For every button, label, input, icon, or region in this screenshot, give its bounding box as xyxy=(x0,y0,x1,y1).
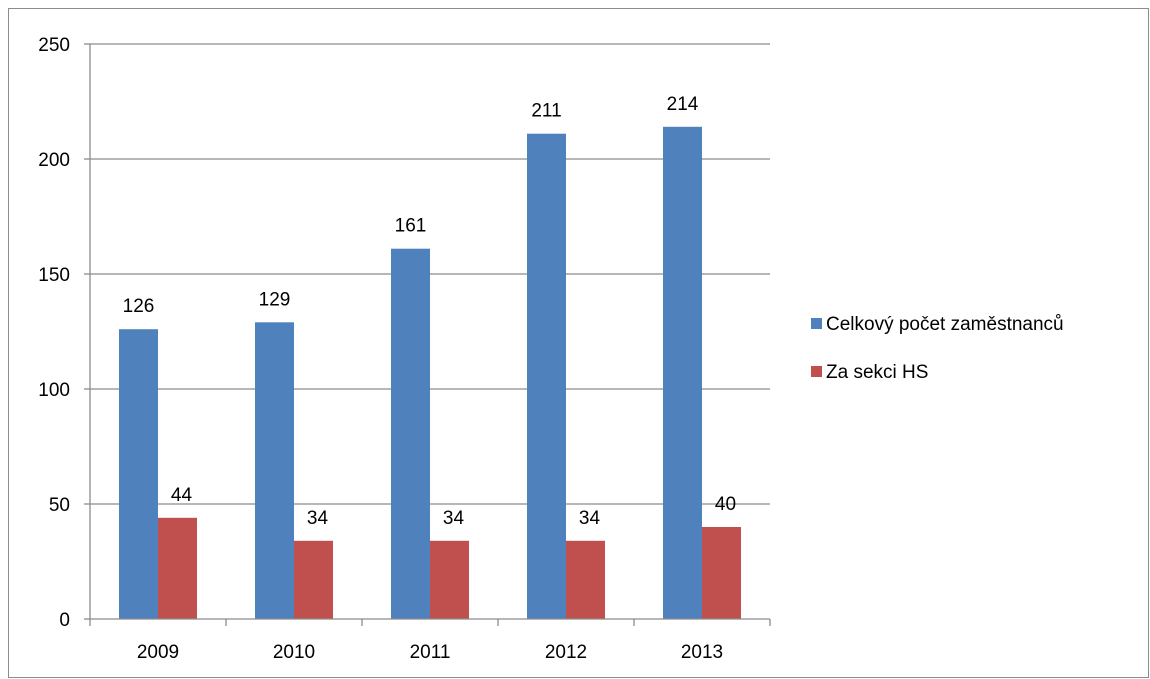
legend-label-0: Celkový počet zaměstnanců xyxy=(826,314,1064,335)
data-label-hs-2011: 34 xyxy=(443,508,465,529)
y-tick-label-250: 250 xyxy=(38,35,70,56)
data-label-total-2009: 126 xyxy=(123,296,155,317)
legend: Celkový počet zaměstnanců Za sekci HS xyxy=(811,314,1064,383)
y-tick-label-100: 100 xyxy=(38,380,70,401)
x-tick-label-2009: 2009 xyxy=(137,642,179,663)
x-tick-label-2012: 2012 xyxy=(545,642,587,663)
data-label-hs-2009: 44 xyxy=(171,485,193,506)
x-tick-label-2011: 2011 xyxy=(410,642,451,663)
y-tick-label-0: 0 xyxy=(59,610,70,631)
bar-hs-2010 xyxy=(294,540,333,619)
data-label-total-2010: 129 xyxy=(259,289,291,310)
bar-total-2009 xyxy=(119,329,158,619)
y-tick-label-200: 200 xyxy=(38,150,70,171)
bar-hs-2009 xyxy=(158,517,197,619)
legend-swatch-0 xyxy=(811,318,822,329)
x-tick-label-2013: 2013 xyxy=(681,642,723,663)
data-label-total-2013: 214 xyxy=(667,94,699,115)
bar-hs-2011 xyxy=(430,540,469,619)
bar-hs-2013 xyxy=(702,527,741,619)
legend-label-1: Za sekci HS xyxy=(826,362,928,383)
bar-hs-2012 xyxy=(566,540,605,619)
y-tick-label-50: 50 xyxy=(49,495,70,516)
data-label-hs-2013: 40 xyxy=(715,494,736,515)
data-label-hs-2012: 34 xyxy=(579,508,601,529)
bar-total-2012 xyxy=(527,133,566,619)
bar-total-2010 xyxy=(255,322,294,619)
legend-swatch-1 xyxy=(811,366,822,377)
data-labels: 126 44 129 34 161 34 211 34 214 40 xyxy=(123,94,736,529)
data-label-hs-2010: 34 xyxy=(307,508,329,529)
bar-total-2011 xyxy=(391,248,430,619)
data-label-total-2012: 211 xyxy=(531,101,561,122)
bars xyxy=(119,126,741,620)
axes: 0 50 100 150 200 250 2009 2010 2011 2012 2013 xyxy=(38,35,771,663)
x-tick-label-2010: 2010 xyxy=(273,642,315,663)
data-label-total-2011: 161 xyxy=(395,216,427,237)
y-tick-label-150: 150 xyxy=(38,265,70,286)
bar-total-2013 xyxy=(663,126,702,620)
